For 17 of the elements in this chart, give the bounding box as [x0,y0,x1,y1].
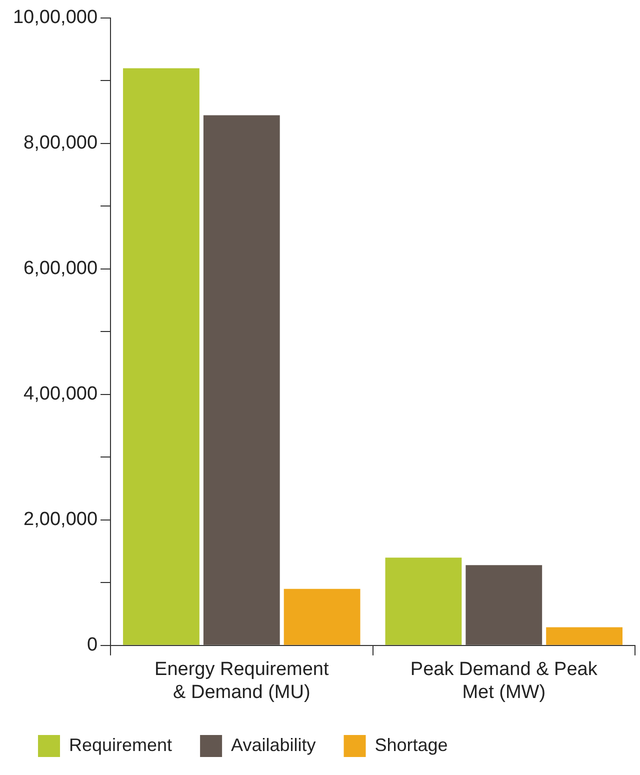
x-tick-label: Energy Requirement & Demand (MU) [154,659,330,703]
bar [284,588,360,645]
legend-label: Requirement [69,734,172,755]
legend-label: Shortage [374,734,448,755]
bar [546,627,622,645]
y-tick-label: 2,00,000 [24,509,98,530]
y-tick-label: 10,00,000 [12,7,98,28]
y-tick-label: 8,00,000 [24,132,98,154]
bar [466,565,542,645]
bar [123,68,200,645]
legend-label: Availability [231,734,316,755]
bar [203,115,280,645]
bar [385,558,462,645]
y-tick-label: 4,00,000 [24,384,98,405]
y-tick-label: 0 [86,634,98,656]
x-tick-label: Peak Demand & Peak Met (MW) [410,659,598,703]
y-tick-label: 6,00,000 [24,258,98,280]
